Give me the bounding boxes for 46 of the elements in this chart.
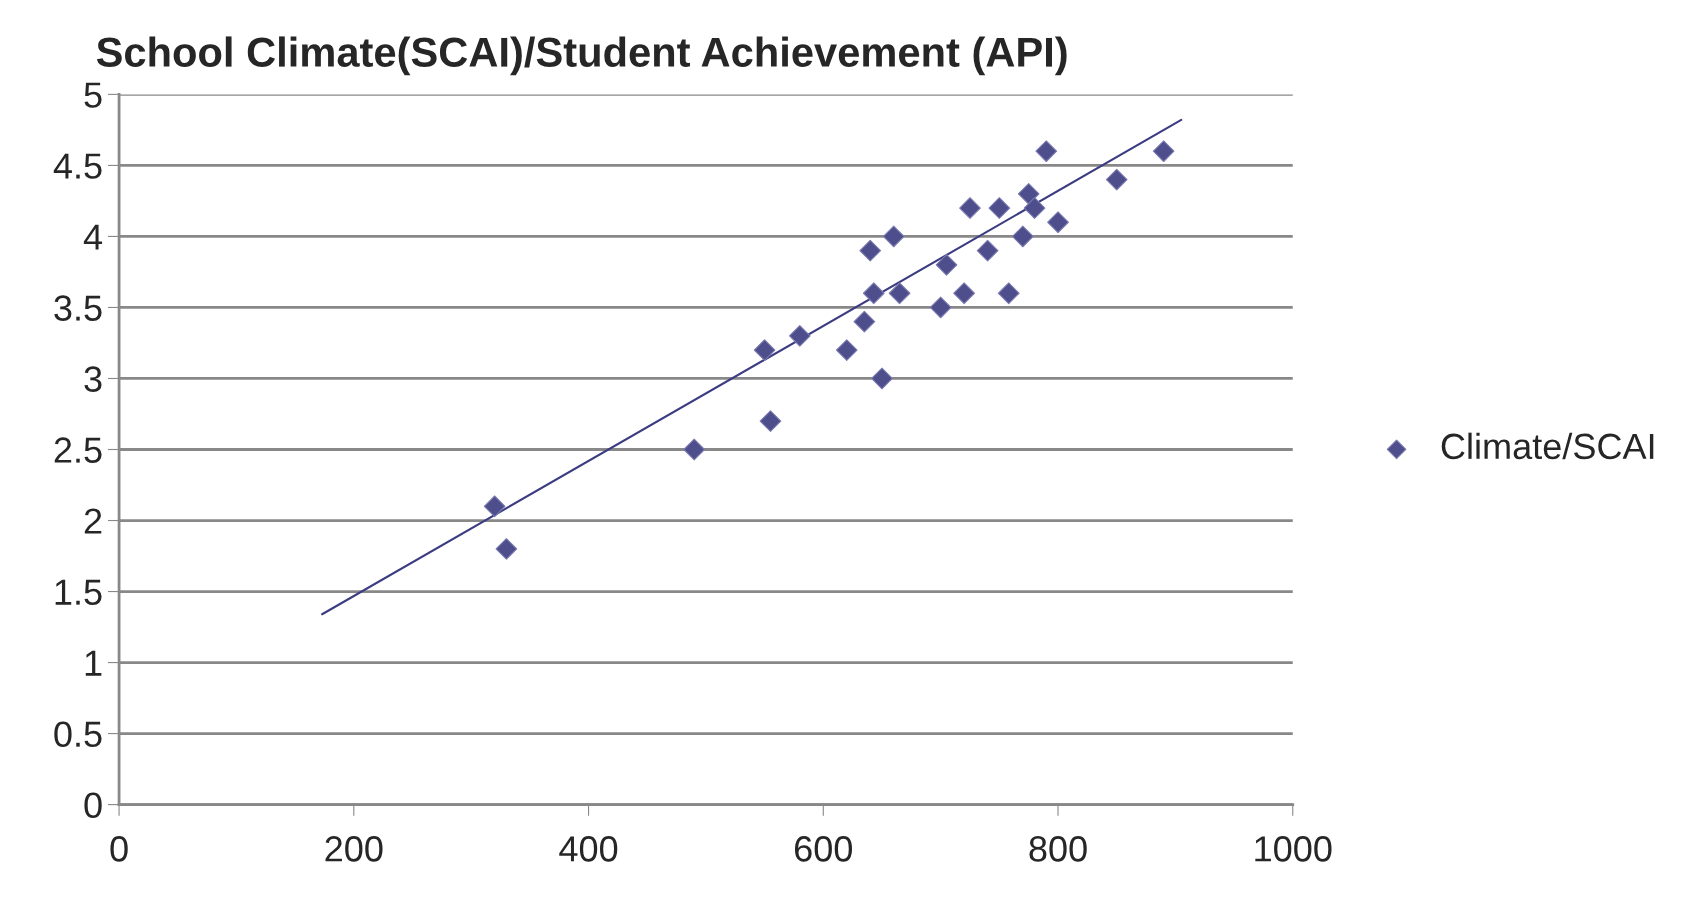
x-tick-label: 400 xyxy=(559,836,618,862)
y-tick-label: 4 xyxy=(83,224,103,250)
point xyxy=(495,538,518,560)
y-tick-label: 3.5 xyxy=(54,295,102,321)
point xyxy=(483,495,506,518)
x-tick-label: 1000 xyxy=(1255,836,1332,862)
point xyxy=(1011,225,1034,248)
x-tick-label: 200 xyxy=(325,836,383,862)
point xyxy=(882,225,905,248)
point xyxy=(853,310,876,333)
y-tick-label: 2 xyxy=(84,508,102,534)
point xyxy=(871,367,893,390)
point xyxy=(788,325,811,347)
y-tick-label: 2.5 xyxy=(54,437,102,463)
point xyxy=(683,438,706,461)
y-tick-label: 4.5 xyxy=(53,153,102,179)
point xyxy=(1152,140,1175,163)
point xyxy=(929,296,952,319)
point xyxy=(976,239,999,262)
point xyxy=(859,239,882,262)
point xyxy=(935,253,958,276)
y-tick-label: 0 xyxy=(84,792,102,819)
legend-label: Climate/SCAI xyxy=(1441,432,1654,460)
point xyxy=(1047,211,1069,234)
point xyxy=(959,197,981,219)
point xyxy=(862,282,885,305)
point xyxy=(759,410,782,432)
point xyxy=(953,282,975,305)
chart-title: School Climate(SCAI)/Student Achievement (API) xyxy=(96,36,1067,76)
y-tick-label: 3 xyxy=(84,366,102,392)
y-tick-label: 0.5 xyxy=(54,721,102,748)
point xyxy=(888,282,911,305)
point xyxy=(997,282,1020,305)
point xyxy=(1035,140,1058,163)
y-tick-label: 5 xyxy=(84,82,102,108)
x-tick-label: 600 xyxy=(795,836,852,862)
x-tick-label: 0 xyxy=(110,836,128,862)
point xyxy=(1017,182,1040,205)
point xyxy=(753,339,776,361)
point xyxy=(835,339,858,361)
x-tick-label: 800 xyxy=(1029,836,1087,862)
point xyxy=(988,197,1011,219)
point xyxy=(1105,168,1128,191)
y-tick-label: 1.5 xyxy=(55,579,102,605)
point xyxy=(1023,197,1046,219)
y-tick-label: 1 xyxy=(85,650,102,676)
